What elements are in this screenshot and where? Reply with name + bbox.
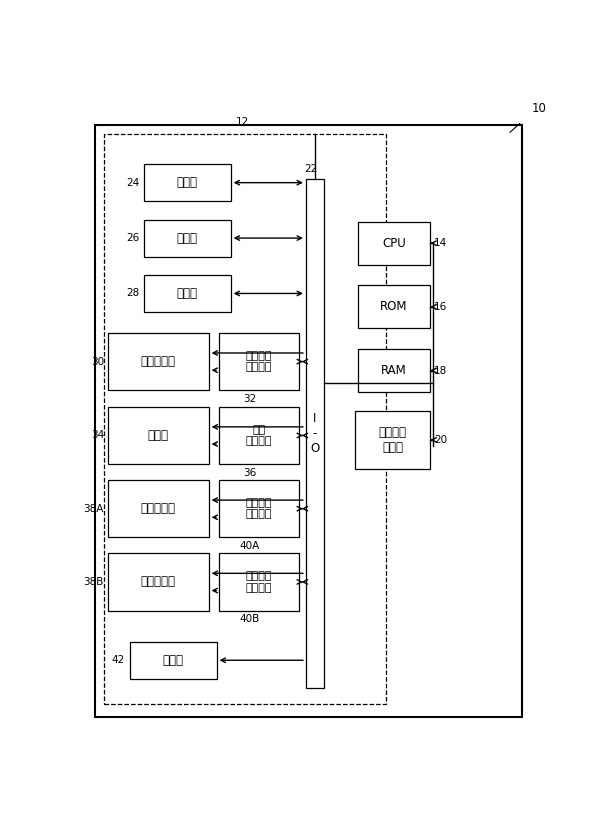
- Text: 26: 26: [126, 233, 139, 243]
- Text: CPU: CPU: [382, 237, 406, 250]
- Text: 印刷
駆動装置: 印刷 駆動装置: [245, 425, 272, 447]
- Text: 16: 16: [434, 302, 447, 312]
- Bar: [219, 407, 299, 464]
- Text: 18: 18: [434, 366, 447, 375]
- Text: 印刷部: 印刷部: [148, 429, 168, 442]
- Text: 40B: 40B: [239, 614, 259, 624]
- Bar: [108, 553, 208, 610]
- Text: 28: 28: [126, 289, 139, 299]
- Text: 32: 32: [243, 394, 256, 404]
- Text: 22: 22: [304, 165, 317, 174]
- Bar: [355, 411, 430, 469]
- Text: 38A: 38A: [84, 504, 104, 514]
- Bar: [219, 333, 299, 390]
- Bar: [358, 222, 430, 265]
- Text: 14: 14: [434, 238, 447, 248]
- Bar: [130, 642, 217, 679]
- Text: 10: 10: [531, 103, 546, 115]
- Text: 38B: 38B: [84, 577, 104, 587]
- Bar: [104, 134, 385, 705]
- Bar: [358, 349, 430, 392]
- Text: RAM: RAM: [381, 364, 407, 377]
- Bar: [108, 407, 208, 464]
- Text: 報知部: 報知部: [162, 654, 184, 667]
- Bar: [358, 285, 430, 328]
- Text: 第２撃像
駆動装置: 第２撃像 駆動装置: [245, 571, 272, 593]
- Text: I
-
O: I - O: [310, 412, 319, 455]
- Text: 第２撃像部: 第２撃像部: [141, 576, 176, 589]
- Text: 34: 34: [91, 431, 104, 441]
- Text: 位置決め
駆動装置: 位置決め 駆動装置: [245, 351, 272, 372]
- Text: 操作部: 操作部: [177, 176, 198, 189]
- Text: 第１撃像
駆動装置: 第１撃像 駆動装置: [245, 498, 272, 519]
- Bar: [144, 275, 231, 312]
- Bar: [144, 220, 231, 256]
- Text: 第１撃像部: 第１撃像部: [141, 502, 176, 515]
- Text: 36: 36: [243, 468, 256, 478]
- Text: 通信部: 通信部: [177, 287, 198, 300]
- Text: 12: 12: [236, 117, 249, 127]
- Bar: [108, 480, 208, 538]
- Bar: [219, 553, 299, 610]
- Text: 40A: 40A: [239, 541, 259, 551]
- Text: ROM: ROM: [380, 300, 408, 313]
- Text: 20: 20: [434, 435, 447, 445]
- Text: 位置決め部: 位置決め部: [141, 355, 176, 368]
- Bar: [108, 333, 208, 390]
- Text: 表示部: 表示部: [177, 232, 198, 245]
- Text: 不揮発性
メモリ: 不揮発性 メモリ: [379, 426, 407, 454]
- Bar: [144, 165, 231, 201]
- Text: 42: 42: [112, 655, 125, 665]
- Text: 30: 30: [91, 356, 104, 366]
- Bar: [306, 179, 324, 688]
- Bar: [219, 480, 299, 538]
- Text: 24: 24: [126, 178, 139, 188]
